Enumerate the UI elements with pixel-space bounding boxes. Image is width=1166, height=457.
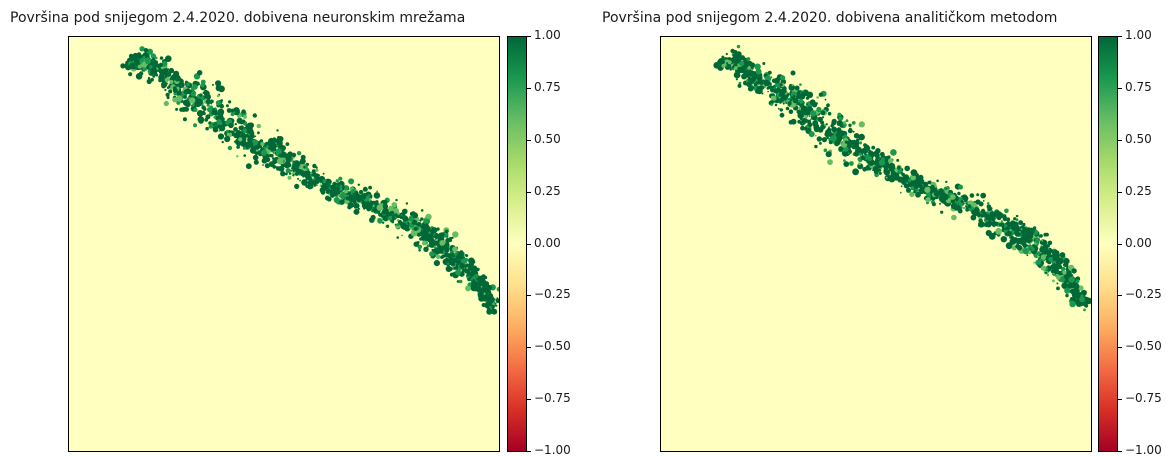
- colorbar: [1098, 36, 1118, 452]
- colorbar-tick-label: 1.00: [1125, 28, 1152, 42]
- colorbar-tick-label: −0.50: [1125, 339, 1162, 354]
- tick-mark: [1118, 347, 1122, 349]
- colorbar-ticks: 1.00 0.75 0.50 0.25 0.00 −0.25 −0.50 −0.75 −1.00: [527, 28, 587, 457]
- colorbar-tick-label: 0.75: [534, 79, 561, 94]
- tick-mark: [527, 87, 531, 89]
- tick-mark: [1118, 139, 1122, 141]
- colorbar-tick-label: 0.50: [1125, 131, 1152, 146]
- colorbar-tick-label: 0.25: [1125, 183, 1152, 198]
- chart-panel-neural: Površina pod snijegom 2.4.2020. dobivena…: [0, 0, 583, 457]
- snow-cover-map: [713, 44, 1091, 312]
- chart-panel-analytic: Površina pod snijegom 2.4.2020. dobivena…: [592, 0, 1166, 457]
- snow-cover-map: [120, 46, 499, 315]
- tick-mark: [1118, 87, 1122, 89]
- tick-mark: [527, 36, 531, 37]
- tick-mark: [527, 399, 531, 401]
- colorbar-tick-label: −0.75: [1125, 391, 1162, 406]
- colorbar-tick-label: 1.00: [534, 28, 561, 42]
- colorbar: [507, 36, 527, 452]
- colorbar-tick-label: 0.25: [534, 183, 561, 198]
- tick-mark: [1118, 191, 1122, 193]
- colorbar-tick-label: 0.00: [534, 235, 561, 250]
- colorbar-tick-label: 0.50: [534, 131, 561, 146]
- tick-mark: [527, 347, 531, 349]
- colorbar-tick-label: −1.00: [1125, 443, 1162, 457]
- colorbar-tick-label: −0.50: [534, 339, 571, 354]
- tick-mark: [527, 243, 531, 245]
- tick-mark: [1118, 399, 1122, 401]
- colorbar-tick-label: −0.25: [534, 287, 571, 302]
- tick-mark: [1118, 295, 1122, 297]
- tick-mark: [1118, 243, 1122, 245]
- colorbar-tick-label: −0.75: [534, 391, 571, 406]
- tick-mark: [527, 295, 531, 297]
- chart-title: Površina pod snijegom 2.4.2020. dobivena…: [602, 10, 1058, 26]
- tick-mark: [527, 191, 531, 193]
- colorbar-tick-label: −1.00: [534, 443, 571, 457]
- chart-title: Površina pod snijegom 2.4.2020. dobivena…: [10, 10, 466, 26]
- colorbar-tick-label: −0.25: [1125, 287, 1162, 302]
- tick-mark: [527, 451, 531, 452]
- colorbar-ticks: 1.00 0.75 0.50 0.25 0.00 −0.25 −0.50 −0.75 −1.00: [1118, 28, 1166, 457]
- colorbar-tick-label: 0.75: [1125, 79, 1152, 94]
- tick-mark: [1118, 36, 1122, 37]
- heatmap-plot: [660, 36, 1092, 452]
- tick-mark: [527, 139, 531, 141]
- colorbar-tick-label: 0.00: [1125, 235, 1152, 250]
- tick-mark: [1118, 451, 1122, 452]
- heatmap-plot: [68, 36, 500, 452]
